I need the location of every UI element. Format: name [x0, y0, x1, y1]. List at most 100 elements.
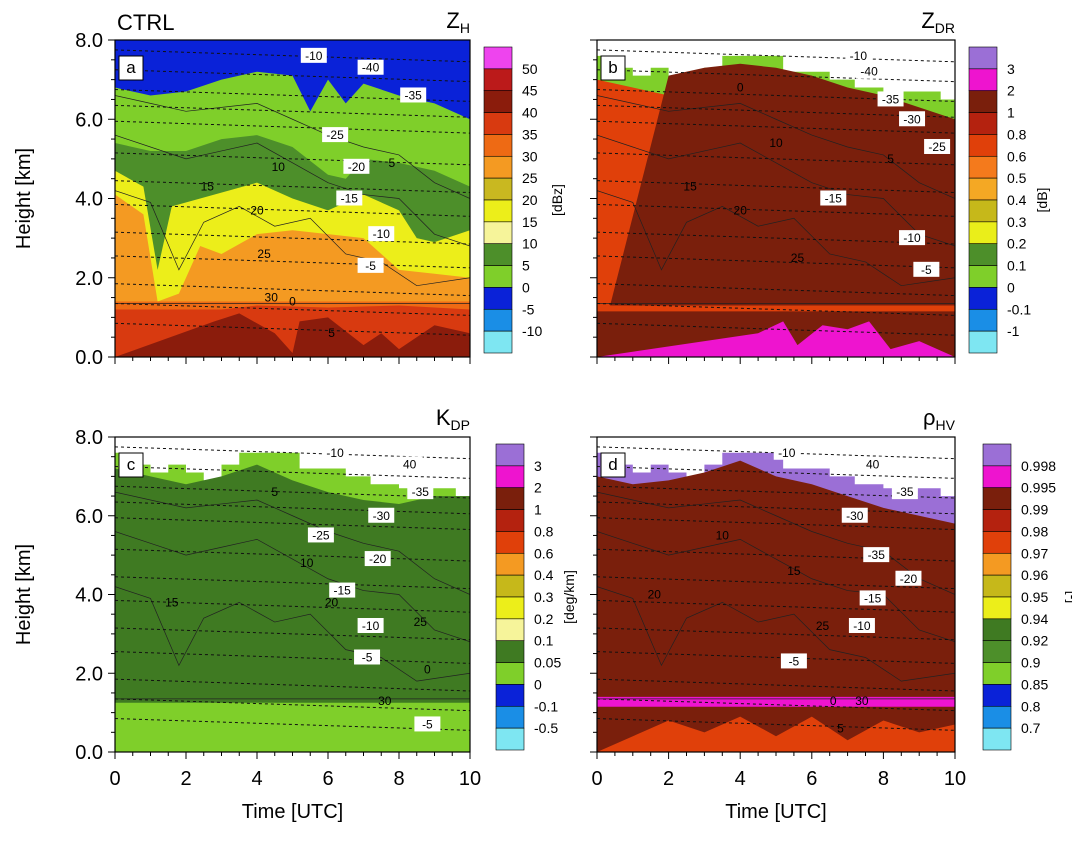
colorbar-swatch	[968, 221, 998, 245]
contour-label-box	[354, 649, 381, 665]
contour-label-text: 25	[816, 619, 830, 633]
contour-label-box	[877, 91, 904, 107]
contour-label: 10	[716, 528, 730, 542]
filled-layer-8	[115, 313, 470, 357]
contour-label-box	[357, 59, 384, 75]
colorbar-tick-label: 0.9	[1021, 655, 1041, 671]
variable-symbol: K	[436, 405, 451, 430]
colorbar-tick-label: 0.4	[534, 567, 554, 583]
colorbar-tick-label: -5	[522, 301, 535, 317]
contour-label-text: 25	[414, 615, 428, 629]
panel-letter: d	[608, 455, 617, 474]
contour-label: 20	[734, 203, 748, 217]
contour-label-text: -15	[825, 192, 843, 206]
y-tick-label: 6.0	[75, 506, 103, 528]
contour-label-text: 25	[791, 251, 805, 265]
contour-label: -5	[913, 261, 940, 277]
y-axis-label: Height [km]	[13, 148, 35, 249]
contour-label-text: -10	[850, 49, 868, 63]
colorbar-swatch	[495, 727, 525, 751]
contour-label: 25	[816, 619, 830, 633]
contour-label-text: -5	[365, 259, 376, 273]
colorbar-tick-label: 0.3	[1007, 214, 1027, 230]
colorbar-swatch	[495, 705, 525, 729]
colorbar-tick-label: 0.8	[1021, 698, 1041, 714]
contour-label-text: 20	[250, 203, 264, 217]
colorbar-swatch	[982, 465, 1012, 489]
contour-label-text: -40	[860, 65, 878, 79]
isotherm-line-11	[115, 698, 470, 712]
contour-label-text: -10	[903, 231, 921, 245]
contour-label-text: -5	[789, 654, 800, 668]
contour-label-box	[773, 444, 800, 460]
isotherm-line-3	[115, 104, 470, 118]
colorbar-swatch	[968, 68, 998, 92]
colorbar-tick-label: 0.7	[1021, 720, 1041, 736]
contour-label-text: -10	[362, 619, 380, 633]
x-tick-label: 0	[591, 768, 602, 790]
colorbar-swatch	[483, 155, 513, 179]
colorbar-d: 0.998 0.995 0.99 0.98 0.97 0.96 0.95 0.94 0.92 0.…	[982, 443, 1072, 751]
colorbar-tick-label: 0	[1007, 279, 1015, 295]
colorbar-tick-label: 0.2	[534, 611, 554, 627]
isotherm-line-8	[115, 231, 470, 245]
contour-line-1	[597, 531, 955, 643]
colorbar-swatch	[982, 705, 1012, 729]
contour-label-text: 10	[272, 160, 286, 174]
colorbar-tick-label: 35	[522, 126, 538, 142]
contour-label-text: 15	[201, 180, 215, 194]
contour-label-box	[820, 190, 847, 206]
contour-label-text: -35	[405, 88, 423, 102]
isotherm-line-11	[115, 303, 470, 316]
colorbar-swatch	[483, 177, 513, 201]
x-tick-label: 0	[109, 768, 120, 790]
colorbar-tick-label: -0.1	[1007, 301, 1031, 317]
contour-label-box	[899, 230, 926, 246]
x-tick-label: 10	[459, 768, 481, 790]
contour-label-text: -15	[341, 192, 359, 206]
colorbar-swatch	[483, 221, 513, 245]
colorbar-swatch	[483, 265, 513, 288]
colorbar-tick-label: 0.96	[1021, 567, 1048, 583]
contour-label: -35	[891, 484, 918, 500]
contour-line-2	[115, 95, 470, 199]
contour-label-box	[913, 261, 940, 277]
isotherm-line-9	[115, 255, 470, 269]
colorbar-swatch	[968, 46, 998, 70]
colorbar-tick-label: 0.05	[534, 655, 561, 671]
x-tick-label: 8	[878, 768, 889, 790]
x-axis-label: Time [UTC]	[725, 801, 826, 823]
variable-symbol: Z	[446, 8, 459, 33]
contour-label-text: 20	[648, 588, 662, 602]
contour-label-text: 10	[716, 528, 730, 542]
contour-label-box	[924, 138, 951, 154]
contour-label: -10	[848, 618, 875, 633]
contour-label-box	[845, 47, 872, 63]
x-tick-label: 6	[322, 768, 333, 790]
colorbar-tick-label: -10	[522, 323, 542, 339]
filled-layer-2	[597, 460, 955, 752]
colorbar-tick-label: 0.97	[1021, 545, 1048, 561]
contour-label: 30	[378, 694, 392, 708]
colorbar-tick-label: 0.1	[534, 633, 554, 649]
colorbar-swatch	[495, 552, 525, 576]
colorbar-tick-label: 50	[522, 61, 538, 77]
isotherm-line-0	[115, 49, 470, 63]
contour-label-box	[357, 257, 384, 273]
contour-label: -10	[845, 47, 872, 63]
contour-label: 40	[859, 456, 886, 472]
contour-label-text: -10	[326, 446, 344, 460]
contour-label-box	[856, 63, 883, 79]
contour-label-text: -25	[326, 128, 344, 142]
contour-label: 20	[648, 588, 662, 602]
panel-letter-box	[600, 452, 626, 478]
colorbar-tick-label: 0.98	[1021, 523, 1048, 539]
contour-label: 30	[855, 694, 869, 708]
contour-label-text: -30	[373, 509, 391, 523]
contour-label-text: -10	[373, 227, 391, 241]
filled-layer-7	[597, 321, 955, 357]
x-tick-label: 4	[735, 768, 746, 790]
colorbar-swatch	[982, 618, 1012, 642]
